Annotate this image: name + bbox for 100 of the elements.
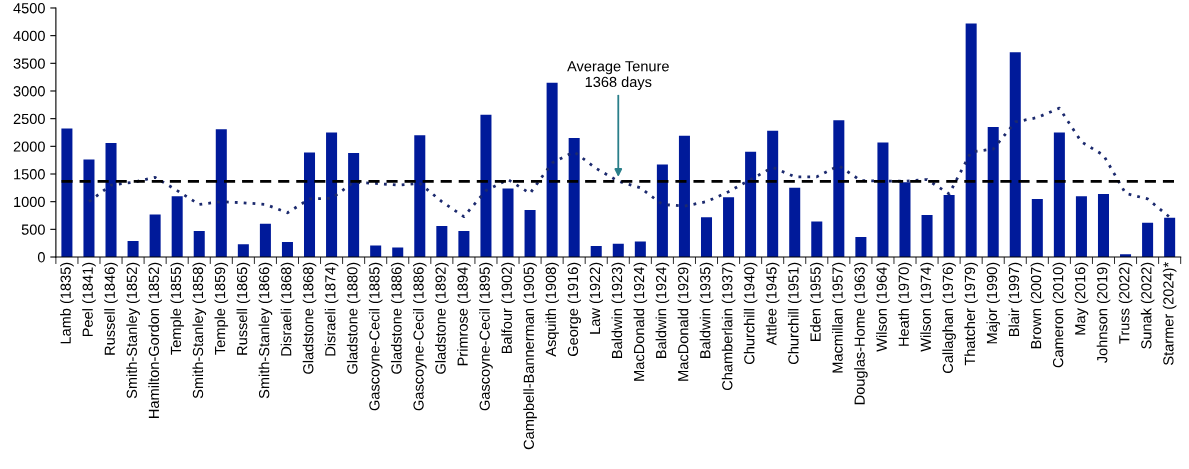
bar <box>1009 52 1021 258</box>
x-tick-label: Asquith (1908) <box>545 262 559 357</box>
x-tick-label: Gascoyne-Cecil (1886) <box>412 262 427 411</box>
x-tick-label: Disraeli (1874) <box>324 262 339 356</box>
x-tick-label: Balfour (1902) <box>501 262 515 354</box>
x-tick-label: Peel (1841) <box>82 262 96 337</box>
x-tick-label: Macmillan (1957) <box>832 262 846 373</box>
x-tick-label: Sunak (2022) <box>1140 262 1155 349</box>
bar <box>1075 196 1087 258</box>
x-tick-label: Baldwin (1935) <box>699 262 714 358</box>
x-tick-label: Russell (1865) <box>236 262 251 355</box>
bar <box>370 245 382 258</box>
x-tick-label: Wilson (1974) <box>920 262 934 352</box>
bar <box>590 245 602 258</box>
x-tick-label: Gascoyne-Cecil (1895) <box>479 262 493 411</box>
x-tick-label: Cameron (2010) <box>1052 262 1067 368</box>
bar <box>767 130 779 258</box>
bar <box>678 135 690 258</box>
x-tick-label: Gladstone (1892) <box>435 262 449 374</box>
x-tick-label: Hamilton-Gordon (1852) <box>148 262 162 418</box>
bar <box>61 128 73 258</box>
bar <box>326 132 338 258</box>
x-tick-label: Primrose (1894) <box>457 262 471 366</box>
bar <box>943 195 955 258</box>
bar <box>612 243 624 258</box>
bar <box>171 196 183 258</box>
bar <box>700 217 713 258</box>
bar <box>1031 198 1043 258</box>
x-tick-label: Smith-Stanley (1866) <box>258 262 273 399</box>
x-tick-label: Truss (2022) <box>1118 262 1133 344</box>
bar <box>811 221 823 258</box>
x-tick-label: Heath (1970) <box>898 262 912 346</box>
bar <box>745 151 757 258</box>
y-tick-label: 4000 <box>13 30 45 42</box>
y-tick-label: 2500 <box>13 113 45 125</box>
bar <box>127 240 139 258</box>
bar <box>502 188 514 258</box>
y-tick-label: 1500 <box>14 169 45 180</box>
y-tick-label: 1000 <box>14 196 45 208</box>
line-series <box>87 106 1172 219</box>
bar <box>877 142 889 258</box>
y-tick-label: 4500 <box>13 3 45 14</box>
y-tick-label: 2000 <box>13 141 45 152</box>
bar <box>833 120 845 258</box>
bar <box>789 187 801 258</box>
x-tick-label: Callaghan (1976) <box>942 262 956 373</box>
bar <box>723 197 735 258</box>
x-tick-label: Blair (1997) <box>1008 262 1023 337</box>
x-tick-label: Smith-Stanley (1858) <box>192 262 207 399</box>
x-tick-label: Douglas-Home (1963) <box>854 262 868 405</box>
x-tick-label: Churchill (1940) <box>743 262 758 365</box>
x-tick-label: MacDonald (1929) <box>677 262 692 381</box>
bar <box>480 114 492 258</box>
x-tick-label: Wilson (1964) <box>876 262 890 352</box>
bar <box>656 164 668 258</box>
annotation: Average Tenure 1368 days <box>567 61 669 90</box>
bar <box>259 223 271 258</box>
x-tick-label: Eden (1955) <box>809 262 824 341</box>
x-tick-label: Campbell-Bannerman (1905) <box>523 262 537 450</box>
bar <box>524 209 536 258</box>
bar <box>348 152 360 258</box>
x-tick-label: Gascoyne-Cecil (1885) <box>368 262 383 411</box>
bar <box>1164 217 1176 258</box>
x-tick-label: Gladstone (1886) <box>390 262 405 374</box>
x-tick-label: Disraeli (1868) <box>280 262 295 356</box>
x-tick-label: Thatcher (1979) <box>964 262 978 366</box>
x-tick-label: Churchill (1951) <box>787 262 802 365</box>
x-tick-label: Temple (1859) <box>214 262 229 355</box>
bar <box>987 126 999 258</box>
bar <box>1097 193 1109 258</box>
bar <box>105 143 117 258</box>
y-tick-label: 500 <box>21 224 45 235</box>
y-tick-label: 3500 <box>13 58 45 69</box>
x-tick-label: Smith-Stanley (1852) <box>126 262 140 399</box>
x-tick-label: Brown (2007) <box>1030 262 1045 349</box>
bar <box>568 138 580 258</box>
x-tick-label: Baldwin (1923) <box>611 262 626 358</box>
bar <box>237 244 249 258</box>
bar <box>149 214 161 258</box>
bar <box>965 23 977 258</box>
bar <box>899 182 911 258</box>
bar <box>436 226 448 258</box>
x-tick-label: Major (1990) <box>986 262 1001 344</box>
bar <box>215 129 227 258</box>
x-tick-label: Temple (1855) <box>170 262 184 355</box>
bar <box>193 231 205 258</box>
x-tick-label: Gladstone (1880) <box>346 262 361 374</box>
bar <box>1053 132 1065 258</box>
x-tick-label: Lamb (1835) <box>60 262 74 344</box>
y-tick-label: 3000 <box>13 86 45 97</box>
bar <box>1142 222 1154 258</box>
bar <box>921 214 933 258</box>
bar <box>634 241 646 258</box>
x-tick-label: MacDonald (1924) <box>633 262 648 381</box>
x-tick-label: George (1916) <box>567 262 581 356</box>
bar <box>281 242 293 258</box>
x-tick-label: Starmer (2024)* <box>1162 262 1177 365</box>
x-tick-label: Law (1922) <box>589 262 604 334</box>
bar <box>458 231 470 258</box>
bar <box>414 135 426 258</box>
